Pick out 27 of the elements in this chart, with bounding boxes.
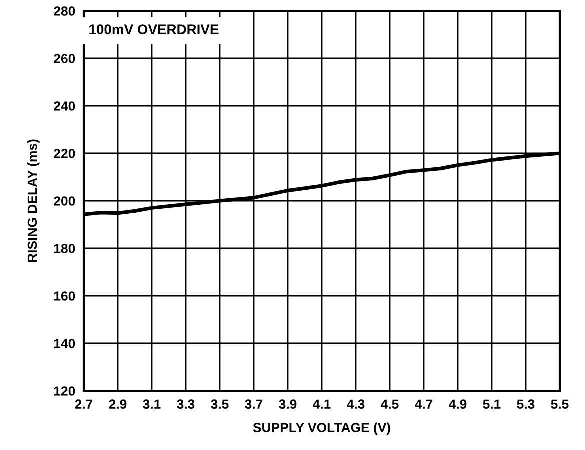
x-tick-label: 4.7 (415, 400, 433, 409)
y-axis-title: RISING DELAY (ms) (27, 140, 40, 262)
x-tick-label: 3.5 (211, 400, 229, 410)
x-tick-label: 4.1 (313, 400, 331, 409)
y-tick-label: 120 (54, 386, 76, 396)
y-tick-label: 180 (54, 244, 76, 254)
x-tick-label: 2.7 (75, 400, 93, 409)
annotation: 100mV OVERDRIVE (90, 24, 219, 34)
y-tick-label: 220 (54, 149, 76, 158)
x-tick-label: 4.9 (449, 400, 467, 410)
y-tick-label: 240 (54, 102, 76, 111)
x-tick-label: 3.7 (245, 400, 263, 410)
x-tick-label: 3.1 (143, 400, 161, 410)
x-tick-label: 5.5 (551, 400, 569, 410)
y-tick-label: 260 (54, 54, 76, 64)
y-tick-label: 140 (54, 339, 76, 348)
y-tick-label: 280 (54, 6, 76, 16)
x-tick-label: 3.3 (177, 400, 195, 410)
y-tick-label: 200 (54, 196, 76, 206)
x-tick-label: 4.3 (347, 400, 365, 410)
x-axis-title: SUPPLY VOLTAGE (V) (253, 422, 390, 436)
y-tick-label: 160 (54, 292, 76, 301)
x-tick-label: 5.1 (483, 400, 501, 410)
x-tick-label: 2.9 (109, 400, 127, 410)
x-tick-label: 4.5 (381, 400, 399, 410)
x-tick-label: 5.3 (517, 400, 535, 410)
x-tick-label: 3.9 (279, 400, 297, 410)
